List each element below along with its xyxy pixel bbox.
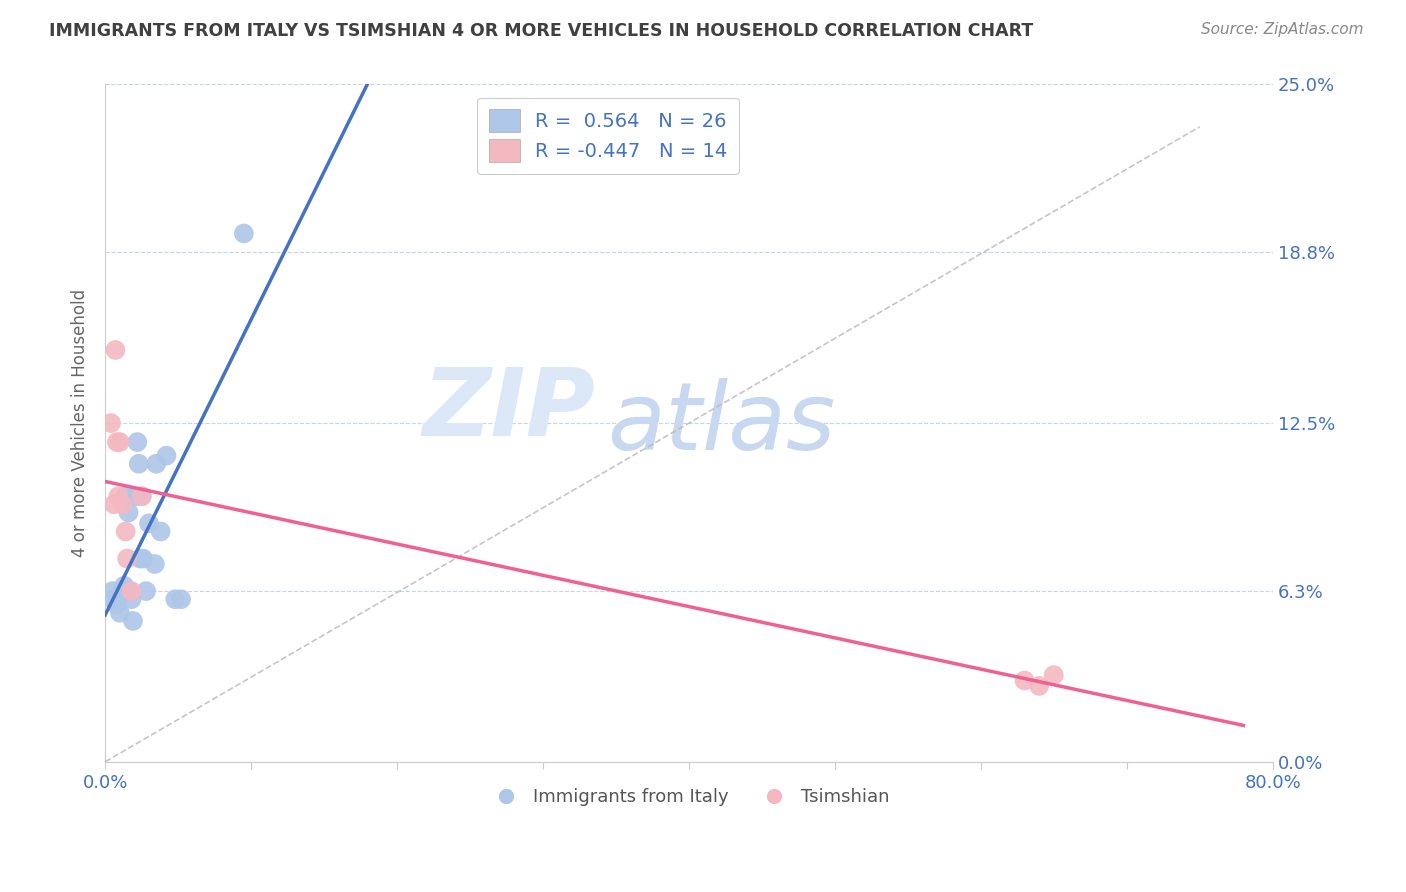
Point — [232, 227, 254, 241]
Point — [143, 557, 166, 571]
Point — [117, 506, 139, 520]
Legend: Immigrants from Italy, Tsimshian: Immigrants from Italy, Tsimshian — [481, 781, 897, 814]
Point — [105, 435, 128, 450]
Point — [115, 551, 138, 566]
Point — [111, 584, 134, 599]
Point — [125, 489, 148, 503]
Point — [165, 592, 187, 607]
Point — [108, 435, 131, 450]
Text: IMMIGRANTS FROM ITALY VS TSIMSHIAN 4 OR MORE VEHICLES IN HOUSEHOLD CORRELATION C: IMMIGRANTS FROM ITALY VS TSIMSHIAN 4 OR … — [49, 22, 1033, 40]
Point — [122, 614, 145, 628]
Point — [138, 516, 160, 531]
Point — [170, 592, 193, 607]
Point — [107, 489, 129, 503]
Point — [114, 524, 136, 539]
Point — [108, 606, 131, 620]
Point — [129, 551, 152, 566]
Point — [1042, 668, 1064, 682]
Point — [103, 497, 125, 511]
Point — [112, 579, 135, 593]
Point — [127, 435, 149, 450]
Text: atlas: atlas — [607, 377, 835, 468]
Point — [100, 416, 122, 430]
Point — [155, 449, 177, 463]
Point — [121, 584, 143, 599]
Point — [111, 497, 134, 511]
Point — [149, 524, 172, 539]
Y-axis label: 4 or more Vehicles in Household: 4 or more Vehicles in Household — [72, 289, 89, 558]
Point — [128, 457, 150, 471]
Point — [101, 584, 124, 599]
Point — [104, 343, 127, 357]
Point — [121, 592, 143, 607]
Text: Source: ZipAtlas.com: Source: ZipAtlas.com — [1201, 22, 1364, 37]
Point — [131, 489, 153, 503]
Point — [114, 489, 136, 503]
Point — [101, 592, 124, 607]
Point — [1028, 679, 1050, 693]
Point — [131, 489, 153, 503]
Point — [145, 457, 167, 471]
Point — [135, 584, 157, 599]
Point — [105, 598, 128, 612]
Point — [1014, 673, 1036, 688]
Point — [117, 584, 139, 599]
Text: ZIP: ZIP — [423, 364, 596, 456]
Point — [132, 551, 155, 566]
